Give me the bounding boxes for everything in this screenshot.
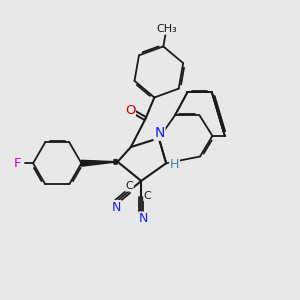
Text: N: N: [112, 200, 121, 214]
Text: C: C: [144, 190, 152, 201]
Text: CH₃: CH₃: [156, 24, 177, 34]
Text: O: O: [125, 103, 135, 116]
Text: N: N: [154, 126, 165, 140]
Text: C: C: [125, 181, 133, 191]
Text: N: N: [154, 126, 165, 140]
Text: N: N: [139, 212, 148, 225]
Text: H: H: [170, 158, 179, 171]
Text: H: H: [170, 158, 179, 171]
Polygon shape: [81, 160, 118, 166]
Text: F: F: [14, 157, 22, 170]
